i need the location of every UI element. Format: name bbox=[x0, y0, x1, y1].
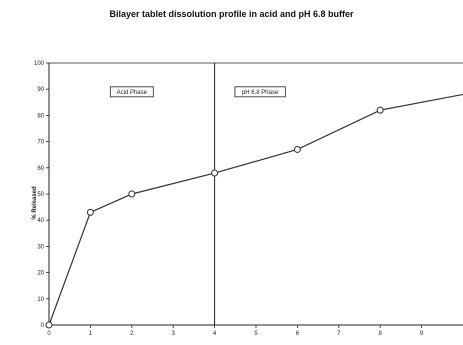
y-tick-label: 30 bbox=[37, 244, 44, 250]
data-point bbox=[294, 146, 300, 152]
y-axis-title: % Released bbox=[32, 186, 38, 220]
series-line bbox=[49, 94, 463, 325]
phase-annotation-label: pH 6.8 Phase bbox=[242, 90, 279, 96]
data-point bbox=[212, 170, 218, 176]
data-point bbox=[129, 191, 135, 197]
x-tick-label: 9 bbox=[420, 331, 424, 337]
x-tick-label: 1 bbox=[89, 331, 93, 337]
y-tick-label: 20 bbox=[37, 271, 44, 277]
phase-annotation: pH 6.8 Phase bbox=[235, 87, 285, 97]
x-tick-label: 3 bbox=[172, 331, 176, 337]
data-point bbox=[377, 107, 383, 113]
y-tick-label: 70 bbox=[37, 140, 44, 146]
phase-annotation: Acid Phase bbox=[110, 87, 153, 97]
y-tick-label: 100 bbox=[34, 61, 45, 67]
x-tick-label: 0 bbox=[47, 331, 51, 337]
x-tick-label: 5 bbox=[254, 331, 258, 337]
y-tick-label: 10 bbox=[37, 297, 44, 303]
series-group bbox=[46, 94, 463, 328]
y-tick-label: 60 bbox=[37, 166, 44, 172]
y-tick-label: 80 bbox=[37, 113, 44, 119]
y-tick-label: 50 bbox=[37, 192, 44, 198]
x-tick-label: 2 bbox=[130, 331, 134, 337]
x-tick-label: 6 bbox=[296, 331, 300, 337]
phase-annotation-label: Acid Phase bbox=[117, 90, 148, 96]
y-tick-label: 40 bbox=[37, 218, 44, 224]
y-tick-label: 0 bbox=[41, 323, 45, 329]
x-tick-label: 8 bbox=[379, 331, 383, 337]
x-tick-label: 4 bbox=[213, 331, 217, 337]
y-tick-label: 90 bbox=[37, 87, 44, 93]
data-point bbox=[87, 209, 93, 215]
x-tick-label: 7 bbox=[337, 331, 341, 337]
axes: 0 10 20 30 40 50 60 70 80 90 100 0 1 2 3 4 5 6 7 8 9 bbox=[34, 61, 463, 337]
data-point bbox=[46, 322, 52, 328]
phase-annotations: Acid Phase pH 6.8 Phase bbox=[110, 87, 285, 97]
